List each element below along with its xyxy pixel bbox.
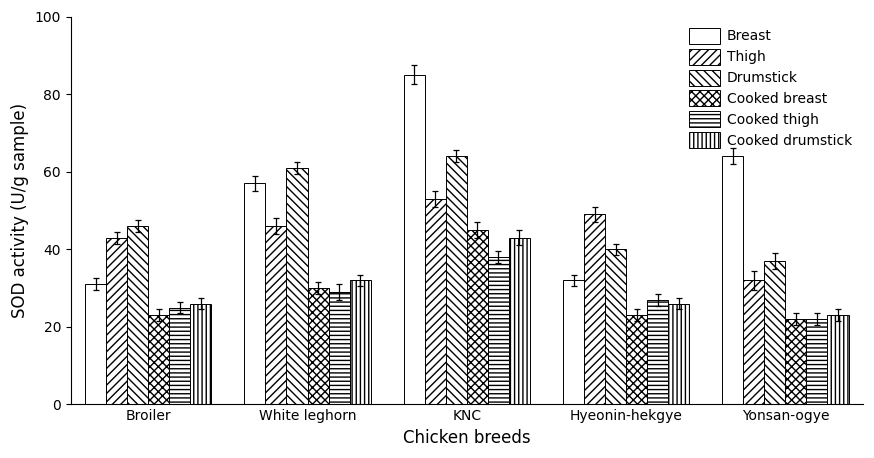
Bar: [765, 261, 786, 404]
Bar: [584, 214, 605, 404]
Bar: [149, 315, 170, 404]
Bar: [329, 292, 350, 404]
Bar: [287, 168, 308, 404]
Legend: Breast, Thigh, Drumstick, Cooked breast, Cooked thigh, Cooked drumstick: Breast, Thigh, Drumstick, Cooked breast,…: [685, 23, 856, 153]
Bar: [245, 183, 266, 404]
X-axis label: Chicken breeds: Chicken breeds: [403, 429, 531, 447]
Bar: [509, 238, 530, 404]
Bar: [350, 280, 371, 404]
Bar: [786, 319, 807, 404]
Bar: [669, 304, 690, 404]
Bar: [170, 307, 191, 404]
Y-axis label: SOD activity (U/g sample): SOD activity (U/g sample): [11, 103, 29, 318]
Bar: [425, 199, 446, 404]
Bar: [647, 300, 669, 404]
Bar: [467, 230, 488, 404]
Bar: [266, 226, 287, 404]
Bar: [191, 304, 212, 404]
Bar: [807, 319, 828, 404]
Bar: [488, 257, 509, 404]
Bar: [744, 280, 765, 404]
Bar: [404, 75, 425, 404]
Bar: [605, 249, 626, 404]
Bar: [446, 156, 467, 404]
Bar: [563, 280, 584, 404]
Bar: [308, 288, 329, 404]
Bar: [85, 284, 106, 404]
Bar: [723, 156, 744, 404]
Bar: [828, 315, 849, 404]
Bar: [128, 226, 149, 404]
Bar: [106, 238, 128, 404]
Bar: [626, 315, 647, 404]
